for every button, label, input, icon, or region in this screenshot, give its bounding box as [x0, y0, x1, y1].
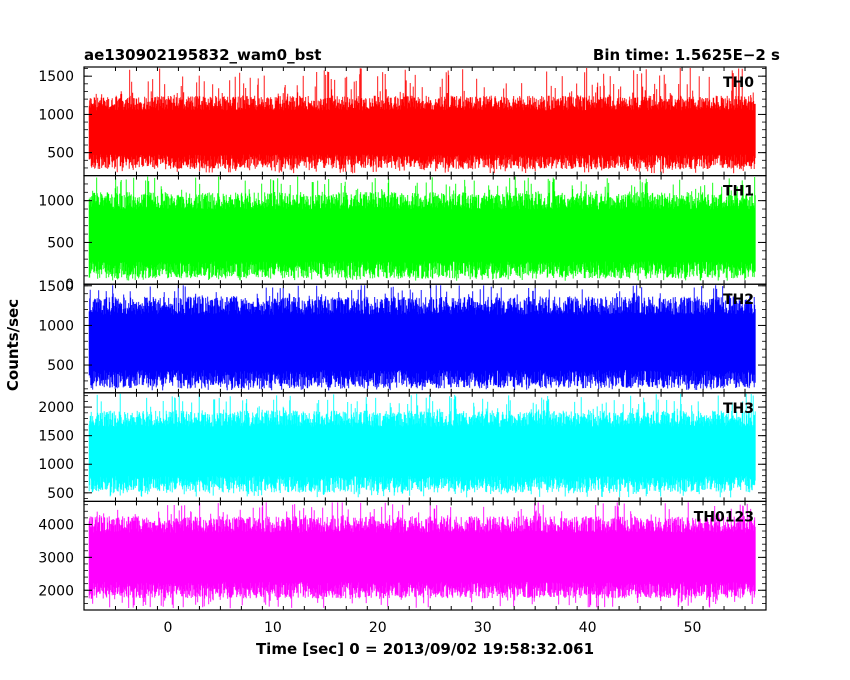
series-th3-line: [88, 393, 756, 498]
x-tick-label: 20: [369, 620, 387, 636]
y-tick-label: 500: [47, 146, 74, 162]
y-tick-label: 4000: [38, 517, 74, 533]
y-tick-label: 500: [47, 486, 74, 502]
panel-label-th0123: TH0123: [694, 509, 754, 525]
x-tick-label: 40: [579, 620, 597, 636]
panel-label-th3: TH3: [723, 401, 754, 417]
bin-time-label: Bin time: 1.5625E−2 s: [593, 46, 780, 64]
y-tick-label: 1000: [38, 194, 74, 210]
x-axis-label: Time [sec] 0 = 2013/09/02 19:58:32.061: [256, 640, 594, 658]
y-tick-label: 2000: [38, 400, 74, 416]
panel-th1: 0 500 1000 TH1: [38, 175, 767, 293]
panel-frame: [83, 500, 767, 611]
y-tick-label: 1000: [38, 107, 74, 123]
series-th0-line: [88, 68, 756, 174]
panel-label-th2: TH2: [723, 292, 754, 308]
y-tick-label: 3000: [38, 550, 74, 566]
panel-th2: 500 1000 1500 TH2: [38, 279, 767, 394]
series-th2-line: [88, 285, 756, 391]
series-th0123-line: [88, 502, 756, 609]
chart-title: ae130902195832_wam0_bst: [84, 46, 321, 64]
y-tick-label: 1000: [38, 457, 74, 473]
panel-label-th1: TH1: [723, 184, 754, 200]
series-th1-line: [88, 176, 756, 281]
x-tick-label: 10: [264, 620, 282, 636]
panel-th0123: 2000 3000 4000 TH0123: [38, 500, 767, 611]
y-tick-label: 500: [47, 235, 74, 251]
x-tick-label: 30: [474, 620, 492, 636]
y-tick-label: 1500: [38, 279, 74, 295]
x-axis-ticks: 0 10 20 30 40 50: [163, 620, 701, 636]
y-tick-label: 1500: [38, 429, 74, 445]
panel-th0: 500 1000 1500 TH0: [38, 66, 767, 177]
y-tick-label: 2000: [38, 583, 74, 599]
panel-label-th0: TH0: [723, 75, 754, 91]
x-tick-label: 0: [163, 620, 172, 636]
y-tick-label: 1500: [38, 69, 74, 85]
y-tick-label: 0: [65, 277, 74, 293]
y-tick-label: 1000: [38, 318, 74, 334]
panel-th3: 500 1000 1500 2000 TH3: [38, 392, 767, 502]
x-tick-label: 50: [684, 620, 702, 636]
y-axis-label: Counts/sec: [4, 299, 22, 391]
y-tick-label: 500: [47, 358, 74, 374]
